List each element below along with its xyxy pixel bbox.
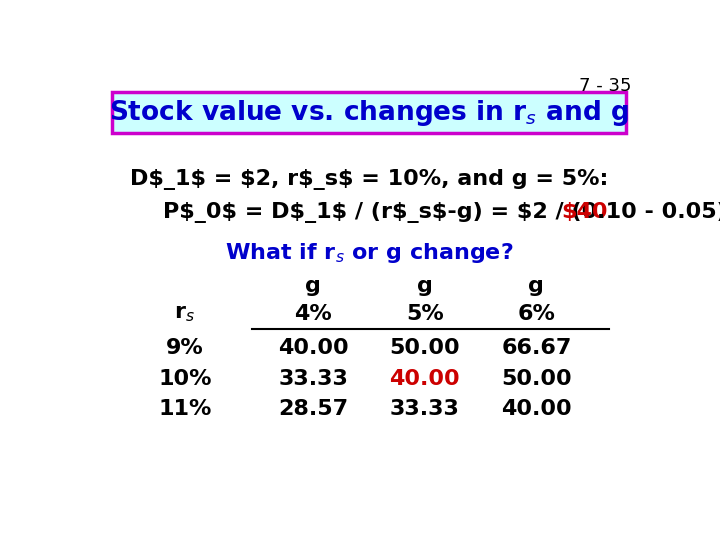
Text: 40.00: 40.00 <box>390 369 460 389</box>
Text: 6%: 6% <box>518 304 555 325</box>
Text: 40.00: 40.00 <box>278 339 348 359</box>
FancyBboxPatch shape <box>112 92 626 133</box>
Text: 7 - 35: 7 - 35 <box>579 77 631 95</box>
Text: D$_1$ = $2, r$_s$ = 10%, and g = 5%:: D$_1$ = $2, r$_s$ = 10%, and g = 5%: <box>130 168 608 190</box>
Text: .: . <box>597 202 605 222</box>
Text: g: g <box>417 276 433 296</box>
Text: 66.67: 66.67 <box>501 339 572 359</box>
Text: 33.33: 33.33 <box>278 369 348 389</box>
Text: 9%: 9% <box>166 339 204 359</box>
Text: 4%: 4% <box>294 304 332 325</box>
Text: 33.33: 33.33 <box>390 399 460 419</box>
Text: $40: $40 <box>562 202 608 222</box>
Text: What if r$_s$ or g change?: What if r$_s$ or g change? <box>225 241 513 265</box>
Text: 50.00: 50.00 <box>390 339 460 359</box>
Text: g: g <box>528 276 544 296</box>
Text: g: g <box>305 276 321 296</box>
Text: 10%: 10% <box>158 369 212 389</box>
Text: 28.57: 28.57 <box>278 399 348 419</box>
Text: 5%: 5% <box>406 304 444 325</box>
Text: 11%: 11% <box>158 399 212 419</box>
Text: P$_0$ = D$_1$ / (r$_s$-g) = $2 / (0.10 - 0.05) =: P$_0$ = D$_1$ / (r$_s$-g) = $2 / (0.10 -… <box>163 202 720 223</box>
Text: 40.00: 40.00 <box>501 399 572 419</box>
Text: 50.00: 50.00 <box>501 369 572 389</box>
Text: Stock value vs. changes in r$_s$ and g: Stock value vs. changes in r$_s$ and g <box>109 98 629 129</box>
Text: r$_s$: r$_s$ <box>174 304 195 325</box>
